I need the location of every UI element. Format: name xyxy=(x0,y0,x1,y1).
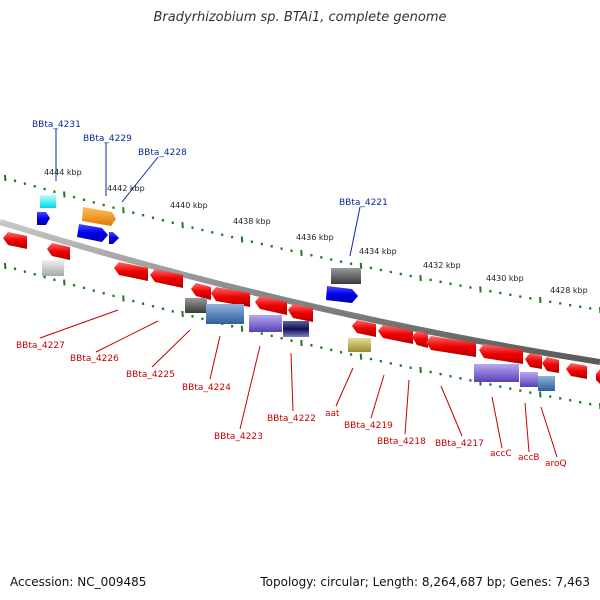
gene-blue-arrow[interactable] xyxy=(326,286,358,303)
gene-red-arrow[interactable] xyxy=(114,262,148,281)
kbp-label: 4436 kbp xyxy=(296,233,334,242)
kbp-label: 4438 kbp xyxy=(233,217,271,226)
gene-label[interactable]: BBta_4218 xyxy=(377,437,426,447)
gene-label[interactable]: BBta_4219 xyxy=(344,421,393,431)
gene-red-arrow[interactable] xyxy=(191,283,211,300)
kbp-label: 4428 kbp xyxy=(550,286,588,295)
gene-dark-gray[interactable] xyxy=(185,298,207,313)
gene-label[interactable]: accC xyxy=(490,449,512,459)
leader-lines-bottom xyxy=(39,309,558,458)
gene-red-arrow[interactable] xyxy=(3,232,27,249)
gene-steel-blue[interactable] xyxy=(538,376,555,391)
leader-lines-top xyxy=(55,129,361,257)
gene-label[interactable]: BBta_4229 xyxy=(83,134,132,144)
kbp-labels: 4444 kbp 4442 kbp 4440 kbp 4438 kbp 4436… xyxy=(44,168,588,295)
forward-strand-genes xyxy=(37,195,361,303)
gene-label[interactable]: BBta_4227 xyxy=(16,341,65,351)
gene-red-arrow[interactable] xyxy=(426,336,476,357)
kbp-label: 4442 kbp xyxy=(107,184,145,193)
gene-red-arrow[interactable] xyxy=(288,304,313,322)
kbp-label: 4430 kbp xyxy=(486,274,524,283)
gene-label[interactable]: accB xyxy=(518,453,540,463)
gene-label[interactable]: aat xyxy=(325,409,340,419)
gene-red-arrow[interactable] xyxy=(566,363,587,379)
gene-labels-bottom: BBta_4227 BBta_4226 BBta_4225 BBta_4224 … xyxy=(16,341,567,469)
gene-steel-blue[interactable] xyxy=(206,304,244,324)
gene-labels-top: BBta_4231 BBta_4229 BBta_4228 BBta_4221 xyxy=(32,120,388,208)
gene-olive[interactable] xyxy=(348,338,371,352)
gene-label[interactable]: BBta_4221 xyxy=(339,198,388,208)
gene-red-arrow[interactable] xyxy=(47,243,70,260)
gene-label[interactable]: BBta_4228 xyxy=(138,148,187,158)
kbp-label: 4444 kbp xyxy=(44,168,82,177)
diagram-title: Bradyrhizobium sp. BTAi1, complete genom… xyxy=(153,10,447,25)
reverse-strand-genes xyxy=(3,232,600,391)
gene-red-arrow[interactable] xyxy=(542,357,559,373)
gene-red-arrow[interactable] xyxy=(211,287,250,307)
gene-label[interactable]: BBta_4223 xyxy=(214,432,263,442)
gene-red-arrow[interactable] xyxy=(479,344,523,364)
kbp-label: 4440 kbp xyxy=(170,201,208,210)
gene-cyan[interactable] xyxy=(40,195,56,208)
gene-purple[interactable] xyxy=(474,364,519,382)
tick-track-top xyxy=(4,174,600,314)
gene-orange-arrow[interactable] xyxy=(82,207,116,226)
gene-label[interactable]: BBta_4222 xyxy=(267,414,316,424)
kbp-label: 4432 kbp xyxy=(423,261,461,270)
gene-label[interactable]: aroQ xyxy=(545,459,567,469)
gene-label[interactable]: BBta_4224 xyxy=(182,383,231,393)
gene-light-gray[interactable] xyxy=(42,260,64,276)
gene-red-arrow[interactable] xyxy=(596,369,600,384)
gene-red-arrow[interactable] xyxy=(255,296,287,315)
gene-blue-arrow[interactable] xyxy=(77,224,108,242)
gene-dark-gray[interactable] xyxy=(331,268,361,284)
gene-red-arrow[interactable] xyxy=(352,320,376,337)
gene-red-arrow[interactable] xyxy=(525,353,542,369)
gene-red-arrow[interactable] xyxy=(412,331,428,348)
gene-label[interactable]: BBta_4231 xyxy=(32,120,81,130)
gene-navy-striped[interactable] xyxy=(283,321,309,337)
kbp-label: 4434 kbp xyxy=(359,247,397,256)
gene-red-arrow[interactable] xyxy=(150,269,183,288)
gene-purple[interactable] xyxy=(520,372,538,387)
gene-blue-small[interactable] xyxy=(109,232,119,244)
gene-label[interactable]: BBta_4225 xyxy=(126,370,175,380)
gene-red-arrow[interactable] xyxy=(378,325,413,344)
accession-text: Accession: NC_009485 xyxy=(10,575,147,589)
topology-text: Topology: circular; Length: 8,264,687 bp… xyxy=(260,575,590,589)
gene-label[interactable]: BBta_4217 xyxy=(435,439,484,449)
gene-label[interactable]: BBta_4226 xyxy=(70,354,119,364)
gene-purple[interactable] xyxy=(249,315,282,332)
gene-blue-arrow[interactable] xyxy=(37,212,50,225)
genome-backbone xyxy=(0,219,600,365)
